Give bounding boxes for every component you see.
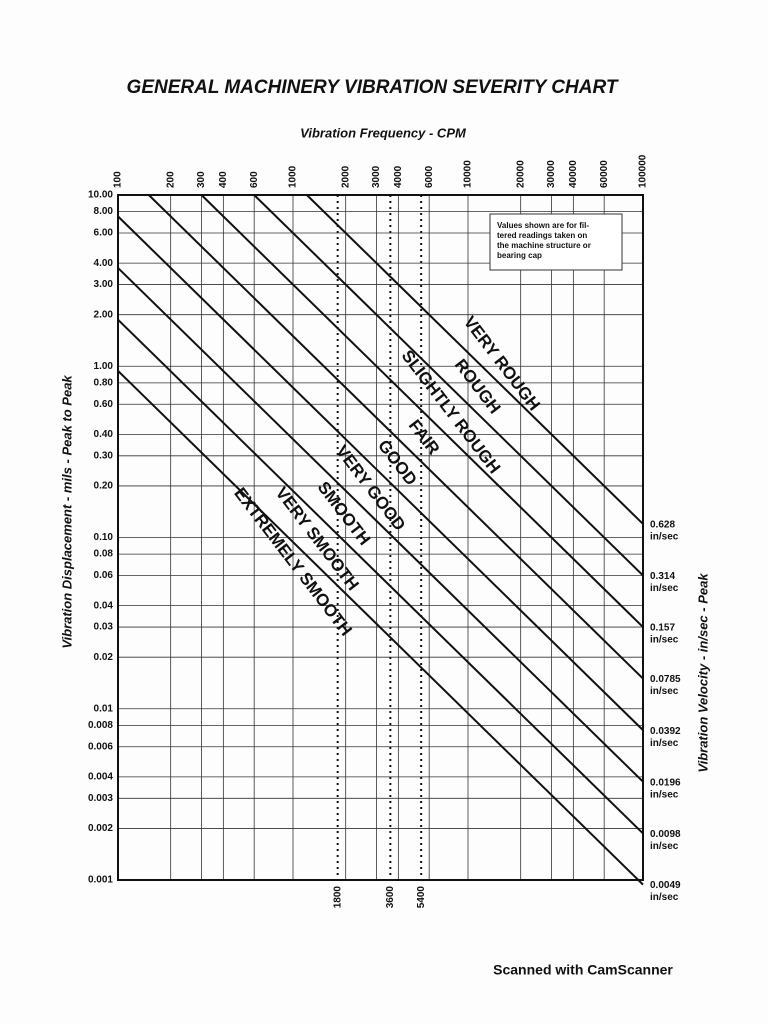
x-tick-label: 10000 <box>463 160 474 188</box>
note-text: tered readings taken on <box>497 231 587 240</box>
severity-line <box>306 194 644 525</box>
series-unit: in/sec <box>650 686 679 697</box>
plot-frame <box>117 194 644 881</box>
series-unit: in/sec <box>650 532 679 543</box>
chart-title: GENERAL MACHINERY VIBRATION SEVERITY CHA… <box>127 77 619 98</box>
y-tick-label: 0.004 <box>88 772 113 783</box>
y-tick-label: 0.008 <box>88 720 113 731</box>
y-tick-label: 0.60 <box>94 399 114 410</box>
x-tick-label: 3000 <box>371 165 382 188</box>
x-tick-label: 600 <box>249 171 260 188</box>
y-tick-label: 0.06 <box>94 570 114 581</box>
series-unit: in/sec <box>650 583 679 594</box>
y-tick-label: 3.00 <box>94 279 114 290</box>
reference-label: 5400 <box>416 886 427 909</box>
y-tick-label: 0.10 <box>94 532 114 543</box>
x-tick-label: 40000 <box>568 160 579 188</box>
y-axis-label: Vibration Displacement - mils - Peak to … <box>59 375 74 649</box>
y-tick-label: 0.80 <box>94 377 114 388</box>
y-tick-label: 0.01 <box>94 703 114 714</box>
reference-label: 3600 <box>385 886 396 909</box>
y-tick-label: 2.00 <box>94 309 114 320</box>
reference-label: 1800 <box>332 886 343 909</box>
y-tick-label: 6.00 <box>94 228 114 239</box>
severity-line <box>117 370 644 886</box>
series-label: 0.0196 <box>650 777 681 788</box>
y-tick-label: 0.20 <box>94 481 114 492</box>
y-tick-label: 0.02 <box>94 652 114 663</box>
severity-line <box>200 194 644 628</box>
x-tick-label: 6000 <box>424 165 435 188</box>
series-unit: in/sec <box>650 789 679 800</box>
note-box <box>489 213 623 271</box>
note-text: Values shown are for fil- <box>497 221 589 230</box>
x-axis-label: Vibration Frequency - CPM <box>300 125 467 140</box>
severity-line <box>253 194 644 577</box>
y-tick-label: 0.001 <box>88 875 113 886</box>
y-tick-label: 0.30 <box>94 450 114 461</box>
x-tick-label: 100000 <box>638 154 649 188</box>
severity-line <box>148 194 644 680</box>
x-tick-label: 300 <box>196 171 207 188</box>
y2-axis-label: Vibration Velocity - in/sec - Peak <box>695 573 710 773</box>
x-tick-label: 400 <box>218 171 229 188</box>
y-tick-label: 0.08 <box>94 549 114 560</box>
x-tick-label: 4000 <box>393 165 404 188</box>
y-tick-label: 0.002 <box>88 823 113 834</box>
y-tick-label: 8.00 <box>94 206 114 217</box>
series-label: 0.0392 <box>650 726 681 737</box>
y-tick-label: 4.00 <box>94 258 114 269</box>
y-tick-label: 1.00 <box>94 361 114 372</box>
series-unit: in/sec <box>650 892 679 903</box>
y-tick-label: 0.006 <box>88 741 113 752</box>
x-tick-label: 100 <box>113 171 124 188</box>
series-label: 0.157 <box>650 623 675 634</box>
series-unit: in/sec <box>650 635 679 646</box>
series-label: 0.0049 <box>650 880 681 891</box>
severity-line <box>117 215 644 731</box>
series-label: 0.628 <box>650 520 675 531</box>
series-label: 0.0785 <box>650 674 681 685</box>
note-text: the machine structure or <box>497 241 591 250</box>
severity-line <box>117 267 644 783</box>
severity-line <box>117 318 644 835</box>
series-unit: in/sec <box>650 841 679 852</box>
x-tick-label: 2000 <box>340 165 351 188</box>
y-tick-label: 0.04 <box>94 600 114 611</box>
y-tick-label: 0.03 <box>94 622 114 633</box>
x-tick-label: 30000 <box>546 160 557 188</box>
series-unit: in/sec <box>650 738 679 749</box>
note-text: bearing cap <box>497 251 542 260</box>
x-tick-label: 200 <box>165 171 176 188</box>
y-tick-label: 0.003 <box>88 793 113 804</box>
series-label: 0.0098 <box>650 829 681 840</box>
x-tick-label: 60000 <box>599 160 610 188</box>
y-tick-label: 10.00 <box>88 190 113 201</box>
x-tick-label: 20000 <box>515 160 526 188</box>
series-label: 0.314 <box>650 571 675 582</box>
footer: Scanned with CamScanner <box>493 962 673 978</box>
y-tick-label: 0.40 <box>94 429 114 440</box>
x-tick-label: 1000 <box>288 165 299 188</box>
